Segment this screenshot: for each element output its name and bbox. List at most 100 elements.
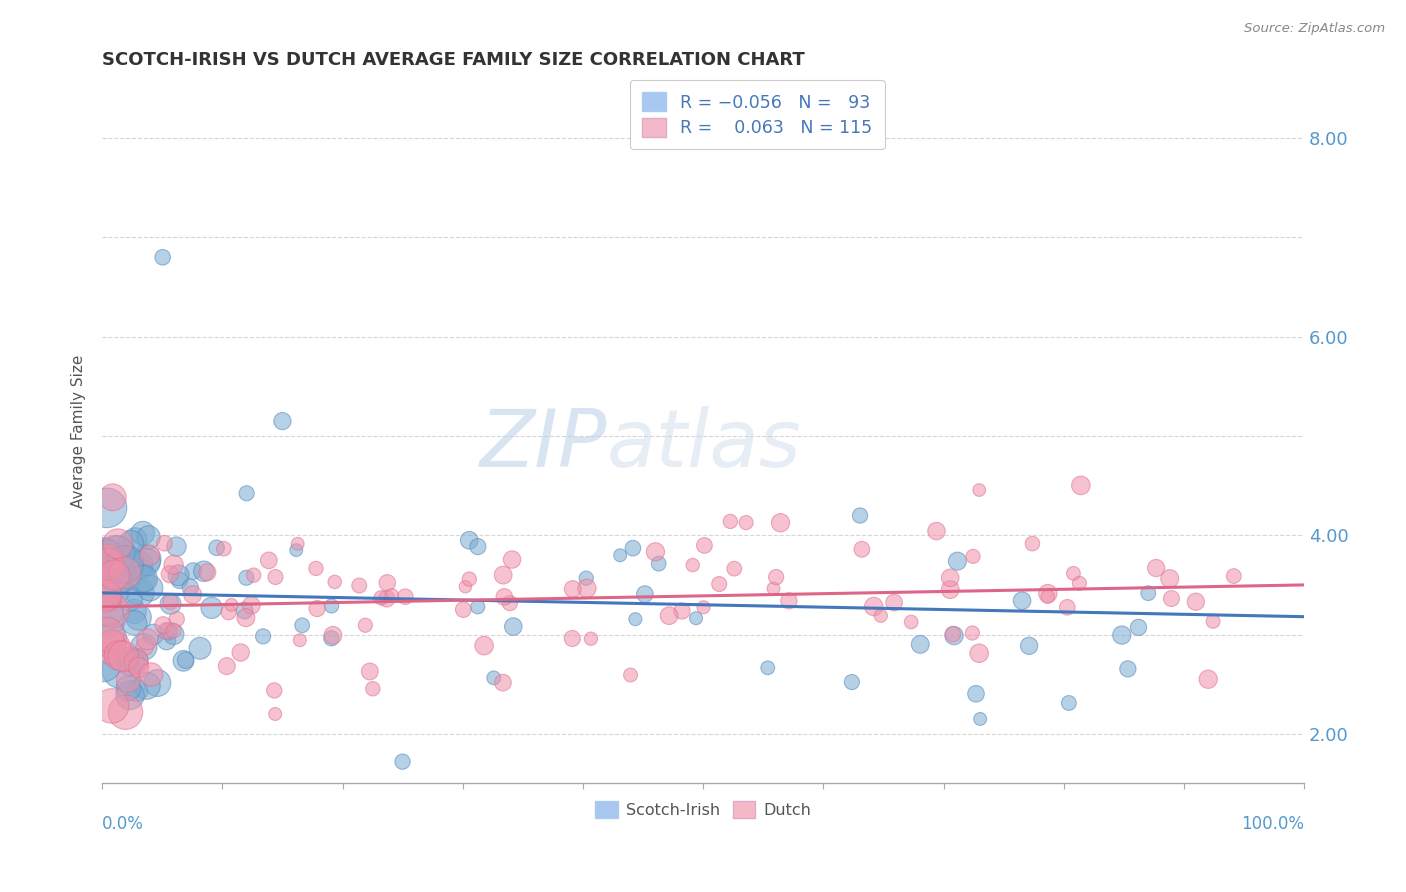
Point [93,589,115,603]
Point [122,605,145,619]
Point [579,632,602,646]
Point [129,572,152,586]
Point [1137,586,1160,600]
Point [621,541,644,556]
Point [117,681,139,696]
Text: ZIP: ZIP [479,406,607,484]
Point [321,632,343,646]
Point [967,646,990,660]
Point [1159,572,1181,586]
Point [124,533,146,547]
Point [458,572,481,586]
Point [502,619,524,633]
Text: 100.0%: 100.0% [1241,815,1305,833]
Point [127,610,149,624]
Point [107,537,129,551]
Point [135,555,157,569]
Point [101,603,124,617]
Point [869,608,891,623]
Point [96,612,118,626]
Point [242,568,264,582]
Point [723,562,745,576]
Point [96,500,118,515]
Point [682,558,704,573]
Point [501,552,523,566]
Point [166,540,188,554]
Point [218,605,240,619]
Point [962,626,984,640]
Point [467,540,489,554]
Point [97,604,120,618]
Point [1018,639,1040,653]
Point [129,586,152,600]
Point [138,548,160,562]
Point [1111,628,1133,642]
Point [132,640,155,654]
Point [179,580,201,594]
Point [453,602,475,616]
Point [120,655,142,669]
Point [94,589,117,603]
Point [157,624,180,639]
Point [125,655,148,669]
Point [105,573,128,587]
Point [128,660,150,674]
Point [841,675,863,690]
Point [100,637,122,651]
Point [778,594,800,608]
Point [900,615,922,629]
Point [1069,576,1091,591]
Point [671,604,693,618]
Point [153,536,176,550]
Point [169,574,191,588]
Point [482,671,505,685]
Point [124,653,146,667]
Point [454,580,477,594]
Point [193,564,215,578]
Point [561,582,583,596]
Point [155,633,177,648]
Point [152,618,174,632]
Point [112,649,135,664]
Point [135,552,157,566]
Point [1144,561,1167,575]
Point [132,572,155,586]
Point [381,588,404,602]
Point [658,608,681,623]
Point [291,618,314,632]
Point [110,663,132,677]
Point [117,673,139,688]
Point [685,611,707,625]
Text: SCOTCH-IRISH VS DUTCH AVERAGE FAMILY SIZE CORRELATION CHART: SCOTCH-IRISH VS DUTCH AVERAGE FAMILY SIZ… [103,51,806,69]
Point [851,542,873,557]
Point [910,637,932,651]
Point [139,581,162,595]
Point [499,596,522,610]
Text: atlas: atlas [607,406,801,484]
Point [762,582,785,596]
Point [257,553,280,567]
Point [103,582,125,596]
Point [394,590,416,604]
Point [134,640,156,654]
Point [349,578,371,592]
Point [939,571,962,585]
Point [263,683,285,698]
Y-axis label: Average Family Size: Average Family Size [72,354,86,508]
Point [96,553,118,567]
Point [162,624,184,638]
Point [769,516,792,530]
Point [124,615,146,630]
Point [323,574,346,589]
Point [181,564,204,578]
Point [215,659,238,673]
Point [361,681,384,696]
Point [100,698,122,713]
Point [849,508,872,523]
Point [118,689,141,703]
Point [1062,566,1084,581]
Point [240,599,263,613]
Point [195,566,218,580]
Point [96,549,118,564]
Point [862,599,884,614]
